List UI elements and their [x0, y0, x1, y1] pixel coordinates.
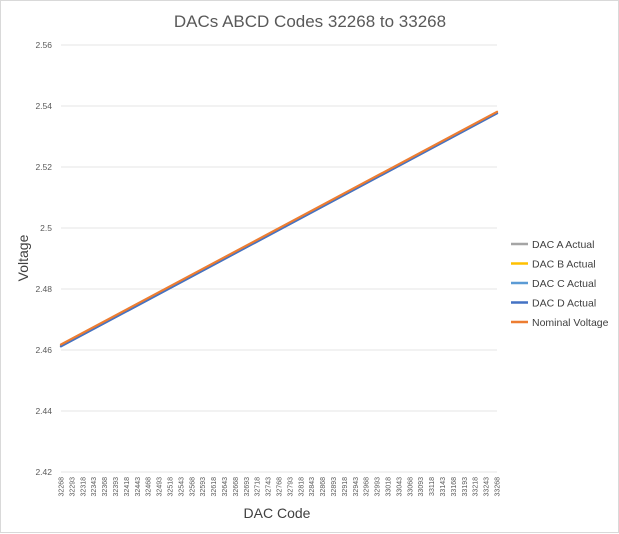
x-tick-label: 32443 — [135, 477, 142, 497]
x-axis-ticks: 32268 32293 32318 32343 32368 32393 32418 32443… — [59, 477, 502, 497]
x-tick-label: 32793 — [287, 477, 294, 497]
x-tick-label: 32943 — [353, 477, 360, 497]
legend: DAC A Actual DAC B Actual DAC C Actual DAC … — [511, 239, 609, 329]
legend-label: DAC D Actual — [532, 298, 596, 310]
x-tick-label: 33068 — [407, 477, 414, 497]
y-axis-ticks: 2.42 2.44 2.46 2.48 2.5 2.52 2.54 2.56 — [35, 40, 52, 477]
y-tick-label: 2.5 — [40, 223, 52, 233]
x-tick-label: 32743 — [266, 477, 273, 497]
x-tick-label: 32468 — [146, 477, 153, 497]
series-lines — [59, 110, 499, 348]
x-tick-label: 32693 — [244, 477, 251, 497]
series-line — [59, 112, 499, 348]
x-tick-label: 32568 — [189, 477, 196, 497]
y-tick-label: 2.56 — [35, 40, 52, 50]
x-tick-label: 32593 — [200, 477, 207, 497]
y-tick-label: 2.48 — [35, 284, 52, 294]
x-tick-label: 32818 — [298, 477, 305, 497]
x-tick-label: 32918 — [342, 477, 349, 497]
legend-label: Nominal Voltage — [532, 317, 609, 329]
x-tick-label: 32868 — [320, 477, 327, 497]
x-tick-label: 32668 — [233, 477, 240, 497]
legend-label: DAC B Actual — [532, 259, 596, 271]
y-tick-label: 2.44 — [35, 406, 52, 416]
x-tick-label: 32318 — [80, 477, 87, 497]
x-tick-label: 32993 — [375, 477, 382, 497]
y-axis-title: Voltage — [15, 234, 31, 281]
x-tick-label: 33218 — [473, 477, 480, 497]
y-tick-label: 2.52 — [35, 162, 52, 172]
x-tick-label: 32518 — [168, 477, 175, 497]
x-tick-label: 33193 — [462, 477, 469, 497]
series-line — [59, 110, 499, 346]
x-tick-label: 33043 — [396, 477, 403, 497]
x-tick-label: 32293 — [69, 477, 76, 497]
x-tick-label: 33168 — [451, 477, 458, 497]
x-tick-label: 32543 — [178, 477, 185, 497]
x-tick-label: 32618 — [211, 477, 218, 497]
y-tick-label: 2.54 — [35, 101, 52, 111]
x-tick-label: 33268 — [495, 477, 502, 497]
y-tick-label: 2.42 — [35, 467, 52, 477]
x-tick-label: 32718 — [255, 477, 262, 497]
chart-title: DACs ABCD Codes 32268 to 33268 — [174, 12, 446, 31]
x-tick-label: 33143 — [440, 477, 447, 497]
x-tick-label: 33018 — [386, 477, 393, 497]
y-tick-label: 2.46 — [35, 345, 52, 355]
x-tick-label: 32968 — [364, 477, 371, 497]
x-tick-label: 32268 — [59, 477, 66, 497]
x-tick-label: 33118 — [429, 477, 436, 496]
x-tick-label: 32343 — [91, 477, 98, 497]
x-tick-label: 32768 — [277, 477, 284, 497]
x-tick-label: 33243 — [484, 477, 491, 497]
legend-label: DAC C Actual — [532, 278, 596, 290]
x-tick-label: 33093 — [418, 477, 425, 497]
x-axis-title: DAC Code — [244, 505, 311, 521]
x-tick-label: 32368 — [102, 477, 109, 497]
x-tick-label: 32893 — [331, 477, 338, 497]
legend-label: DAC A Actual — [532, 239, 594, 251]
gridlines — [61, 44, 497, 473]
x-tick-label: 32393 — [113, 477, 120, 497]
x-tick-label: 32843 — [309, 477, 316, 497]
x-tick-label: 32643 — [222, 477, 229, 497]
x-tick-label: 32418 — [124, 477, 131, 497]
x-tick-label: 32493 — [157, 477, 164, 497]
